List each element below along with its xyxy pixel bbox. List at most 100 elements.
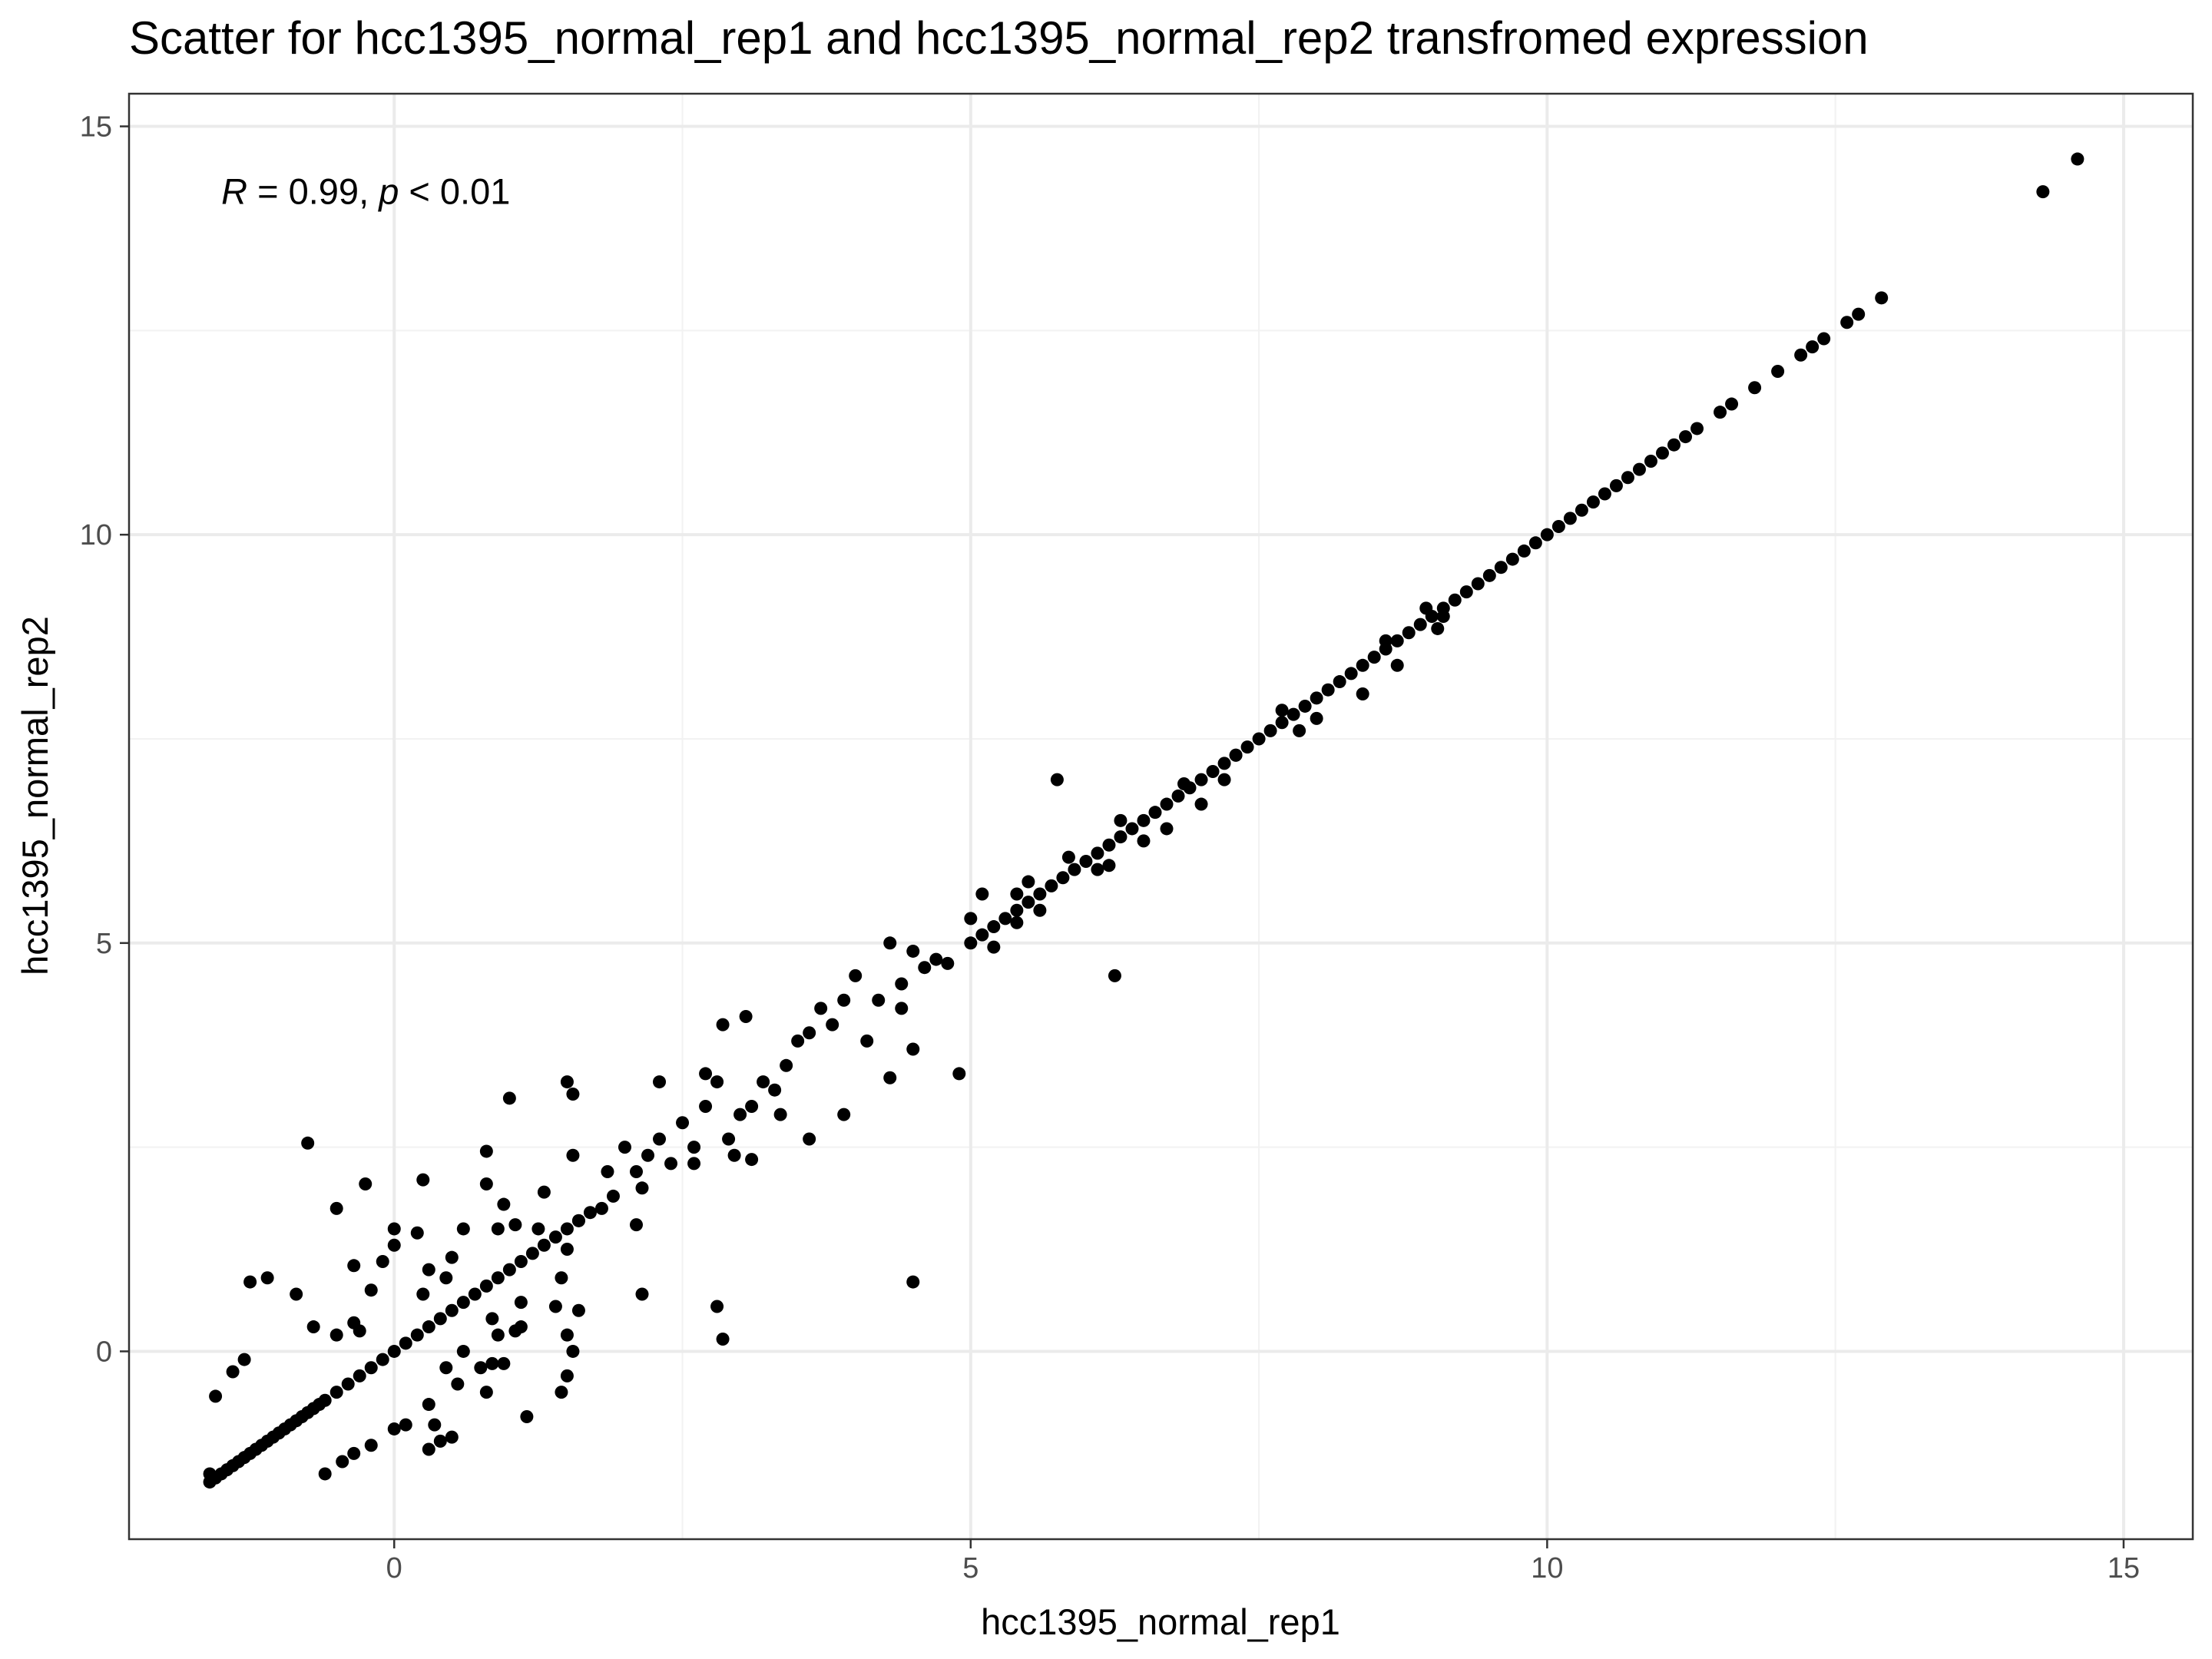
data-point	[1229, 748, 1243, 762]
data-point	[1240, 740, 1254, 754]
data-point	[451, 1377, 465, 1391]
data-point	[456, 1222, 470, 1236]
data-point	[1033, 903, 1047, 917]
data-point	[733, 1108, 747, 1121]
data-point	[837, 993, 851, 1007]
data-point	[416, 1173, 430, 1187]
x-tick-label: 0	[386, 1552, 402, 1584]
data-point	[1321, 683, 1335, 697]
data-point	[318, 1467, 332, 1481]
data-point	[987, 920, 1001, 934]
data-point	[255, 1439, 269, 1452]
data-point	[1586, 495, 1600, 509]
data-point	[364, 1439, 378, 1452]
data-point	[773, 1108, 787, 1121]
data-point	[583, 1206, 597, 1220]
data-point	[906, 1275, 920, 1289]
data-point	[376, 1353, 389, 1366]
data-point	[1102, 859, 1116, 873]
data-point	[1160, 822, 1174, 836]
data-point	[1817, 332, 1831, 346]
data-point	[1575, 503, 1588, 517]
data-point	[2071, 152, 2085, 166]
data-point	[278, 1422, 292, 1435]
data-point	[1402, 626, 1416, 640]
data-point	[745, 1099, 759, 1113]
data-point	[803, 1026, 816, 1040]
data-point	[837, 1108, 851, 1121]
data-point	[555, 1386, 568, 1399]
data-point	[1091, 846, 1104, 860]
data-point	[1482, 568, 1496, 582]
data-point	[479, 1279, 493, 1293]
data-point	[301, 1136, 315, 1150]
y-axis-title: hcc1395_normal_rep2	[15, 616, 55, 975]
data-point	[1806, 340, 1820, 354]
data-point	[1390, 658, 1404, 672]
data-point	[456, 1344, 470, 1358]
data-point	[1263, 724, 1277, 737]
data-point	[537, 1185, 551, 1199]
data-point	[485, 1356, 499, 1370]
data-point	[710, 1075, 724, 1089]
data-point	[814, 1002, 828, 1015]
data-point	[906, 1042, 920, 1056]
data-point	[1448, 593, 1462, 607]
data-point	[445, 1303, 459, 1317]
p-symbol: p	[377, 171, 399, 212]
data-point	[237, 1353, 251, 1366]
data-point	[1125, 822, 1139, 836]
data-point	[445, 1250, 459, 1264]
data-point	[1413, 618, 1427, 631]
data-point	[387, 1238, 401, 1252]
data-point	[1114, 830, 1128, 844]
data-point	[433, 1312, 447, 1326]
data-point	[1079, 854, 1093, 868]
data-point	[1655, 446, 1669, 460]
data-point	[1068, 863, 1081, 876]
data-point	[474, 1361, 488, 1375]
data-point	[1091, 863, 1104, 876]
data-point	[1875, 291, 1889, 305]
data-point	[1333, 675, 1346, 689]
data-point	[531, 1222, 545, 1236]
data-point	[906, 944, 920, 958]
data-point	[220, 1463, 234, 1477]
data-point	[410, 1328, 424, 1342]
data-point	[1679, 430, 1693, 444]
data-point	[479, 1177, 493, 1190]
plot-grid	[129, 94, 2193, 1539]
data-point	[566, 1148, 580, 1162]
data-point	[1431, 621, 1445, 635]
data-point	[872, 993, 886, 1007]
data-point	[439, 1361, 453, 1375]
data-point	[410, 1226, 424, 1240]
data-point	[313, 1398, 326, 1412]
data-point	[560, 1075, 574, 1089]
data-point	[1714, 406, 1727, 419]
data-point	[347, 1259, 361, 1273]
data-point	[727, 1148, 741, 1162]
data-point	[699, 1067, 713, 1081]
data-point	[964, 936, 978, 950]
data-point	[1206, 765, 1220, 779]
data-point	[243, 1275, 257, 1289]
data-point	[860, 1034, 874, 1048]
data-point	[710, 1300, 724, 1313]
plot-panel-border	[127, 92, 2194, 1541]
data-point	[1010, 903, 1024, 917]
data-point	[618, 1141, 631, 1154]
data-point	[739, 1010, 753, 1024]
data-point	[998, 912, 1012, 926]
data-point	[364, 1283, 378, 1297]
data-point	[1217, 757, 1231, 770]
data-point	[635, 1287, 649, 1301]
data-point	[1667, 438, 1681, 452]
data-point	[1010, 916, 1024, 929]
data-point	[422, 1398, 435, 1412]
data-point	[1390, 634, 1404, 647]
data-point	[1563, 512, 1577, 525]
data-point	[560, 1328, 574, 1342]
data-point	[232, 1455, 246, 1469]
chart-title: Scatter for hcc1395_normal_rep1 and hcc1…	[129, 12, 1869, 64]
